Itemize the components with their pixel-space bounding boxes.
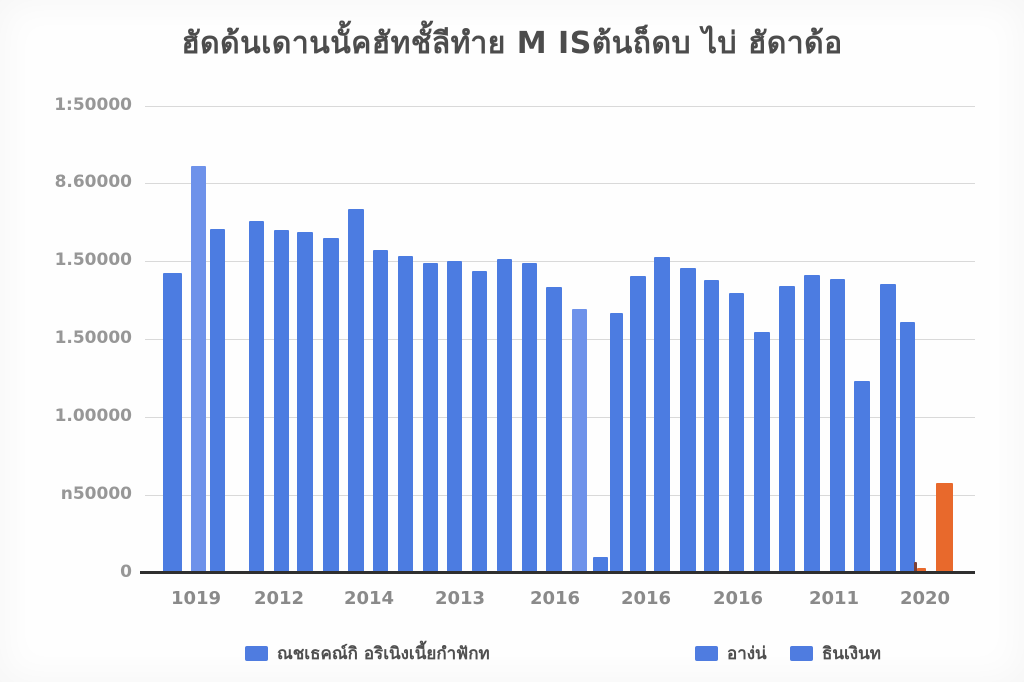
y-axis-tick-label: 8.60000 bbox=[54, 172, 132, 192]
bar bbox=[398, 256, 413, 573]
bar bbox=[522, 263, 537, 573]
bar bbox=[936, 483, 953, 573]
bar bbox=[373, 250, 388, 573]
gridline bbox=[145, 106, 975, 107]
bar bbox=[830, 279, 845, 573]
x-axis-tick-label: 2012 bbox=[253, 588, 305, 609]
legend-swatch-blue-icon bbox=[245, 645, 268, 661]
legend-label-series1: ณชเธคณ์กิ อริเนิงเนี้ยกำฟักท bbox=[277, 643, 490, 664]
bar bbox=[572, 309, 587, 573]
bar bbox=[804, 275, 820, 573]
bar bbox=[880, 284, 896, 573]
bar bbox=[546, 287, 562, 573]
bar bbox=[630, 276, 646, 573]
y-axis-tick-label: 1.50000 bbox=[54, 250, 132, 270]
x-axis-tick-label: 2020 bbox=[899, 588, 951, 609]
legend-swatch-blue-icon bbox=[695, 645, 718, 661]
legend-label-series2: อาง่น่ bbox=[727, 643, 767, 664]
bar bbox=[914, 562, 917, 573]
bar bbox=[779, 286, 795, 573]
x-axis-tick-label: 2016 bbox=[620, 588, 672, 609]
legend-label-series3: ธินเงินท bbox=[822, 643, 881, 664]
bar bbox=[423, 263, 438, 573]
x-axis-tick-label: 2011 bbox=[808, 588, 860, 609]
legend-item-series1: ณชเธคณ์กิ อริเนิงเนี้ยกำฟักท bbox=[245, 642, 490, 664]
y-axis-tick-label: n50000 bbox=[60, 484, 132, 504]
bar bbox=[729, 293, 744, 573]
bar bbox=[472, 271, 487, 573]
bar bbox=[917, 568, 926, 573]
y-axis-tick-label: 1:50000 bbox=[54, 95, 132, 115]
bar bbox=[610, 313, 623, 573]
x-axis-tick-label: 2016 bbox=[529, 588, 581, 609]
bar bbox=[210, 229, 225, 573]
x-axis-tick-label: 2013 bbox=[434, 588, 486, 609]
bar bbox=[249, 221, 264, 573]
bar bbox=[704, 280, 719, 573]
bar bbox=[593, 557, 608, 573]
y-axis-tick-label: 1.00000 bbox=[54, 406, 132, 426]
legend: ณชเธคณ์กิ อริเนิงเนี้ยกำฟักท อาง่น่ ธินเ… bbox=[0, 642, 1024, 668]
bar bbox=[163, 273, 182, 573]
x-axis-tick-label: 2016 bbox=[712, 588, 764, 609]
legend-item-series3: ธินเงินท bbox=[790, 642, 881, 664]
y-axis-tick-label: 0 bbox=[120, 562, 132, 582]
bar bbox=[854, 381, 870, 573]
bar bbox=[447, 261, 462, 573]
bar bbox=[497, 259, 512, 573]
bar bbox=[654, 257, 670, 573]
bar bbox=[323, 238, 339, 573]
gridline bbox=[145, 261, 975, 262]
y-axis-tick-label: 1.50000 bbox=[54, 328, 132, 348]
legend-item-series2: อาง่น่ bbox=[695, 642, 767, 664]
bar bbox=[274, 230, 289, 573]
bar bbox=[754, 332, 770, 573]
x-axis-line bbox=[140, 571, 975, 574]
bar bbox=[297, 232, 313, 573]
bar bbox=[191, 166, 206, 573]
x-axis-tick-label: 2014 bbox=[343, 588, 395, 609]
x-axis-tick-label: 1019 bbox=[170, 588, 222, 609]
bar bbox=[680, 268, 696, 573]
bar bbox=[900, 322, 915, 573]
chart-title: ฮัดด้นเดานนั้คฮัทชั้ลีทำย M ISต้นถ็ดบ ไบ… bbox=[181, 26, 843, 61]
bar bbox=[348, 209, 364, 573]
gridline bbox=[145, 183, 975, 184]
legend-swatch-blue-icon bbox=[790, 645, 813, 661]
